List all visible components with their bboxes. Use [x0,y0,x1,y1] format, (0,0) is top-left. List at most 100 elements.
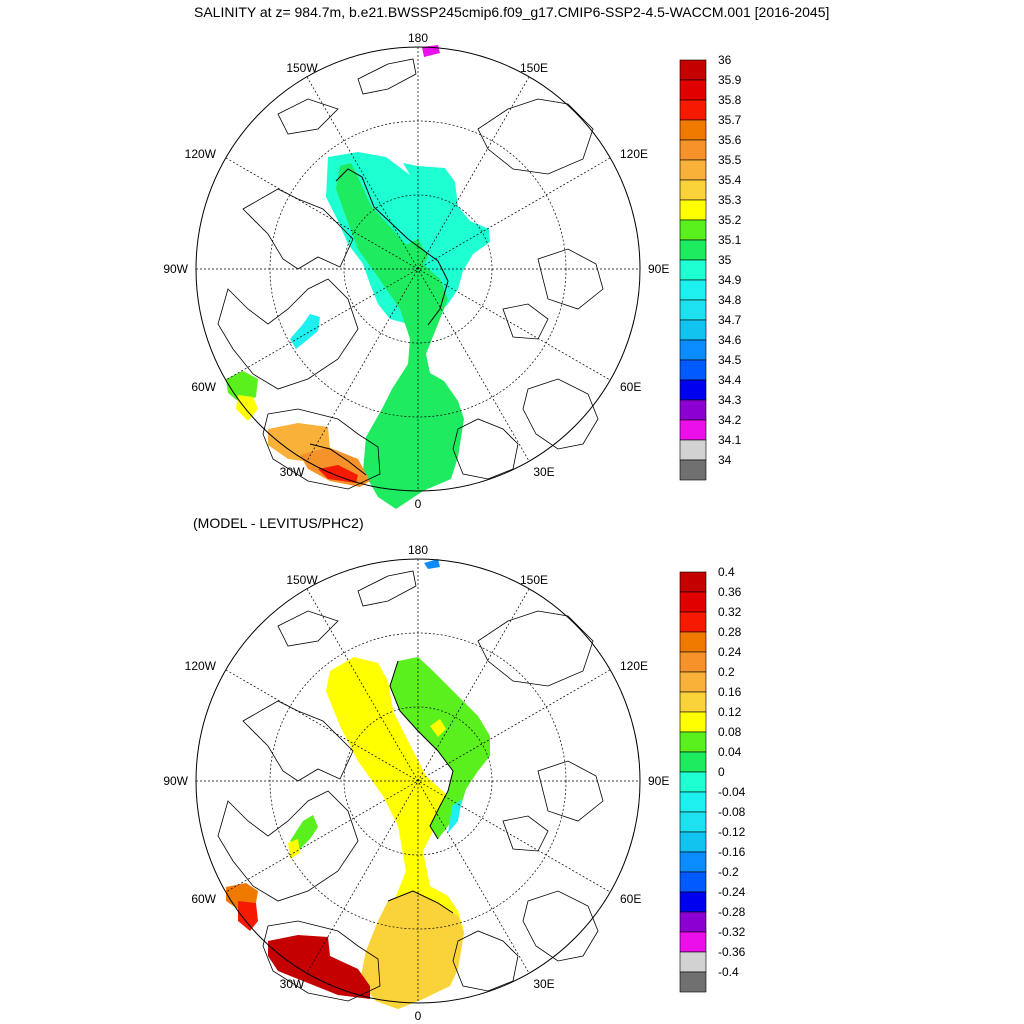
colorbar-tick-label: 0 [718,765,725,779]
lon-label-30e: 30E [533,465,554,479]
difference-field-negative [448,799,462,833]
difference-field-0.16 [360,891,464,1009]
graticule [196,47,640,491]
colorbar-swatch [679,359,707,381]
colorbar-tick-label: 36 [718,53,732,67]
colorbar-swatch [679,199,707,221]
colorbar-swatch [679,279,707,301]
lon-label-150w: 150W [286,573,318,587]
salinity-field-35.3 [236,395,258,421]
salinity-field-34.9 [326,152,490,324]
colorbar-tick-label: 0.36 [718,585,742,599]
colorbar-swatch [679,631,707,653]
lon-label-150w: 150W [286,61,318,75]
map-boundary-lower [195,558,641,1004]
salinity-colorbar: 36 35.9 35.8 35.7 35.6 35.5 35.4 35.3 35.2 35.1 35… [679,53,742,481]
contour-35-north [335,168,449,326]
colorbar-tick-label: -0.28 [718,905,746,919]
colorbar-swatch [679,239,707,261]
colorbar-tick-label: -0.24 [718,885,746,899]
colorbar-swatch [679,951,707,973]
colorbar-swatch [679,59,707,81]
contour-35-south [309,443,367,476]
colorbar-swatch [679,419,707,441]
colorbar-tick-label: 0.04 [718,745,742,759]
colorbar-tick-label: -0.2 [718,865,739,879]
colorbar-swatch [679,139,707,161]
coastlines [217,58,604,490]
lon-label-90w: 90W [163,774,188,788]
colorbar-swatch [679,771,707,793]
colorbar-tick-label: 34.3 [718,393,742,407]
colorbar-tick-label: 0.08 [718,725,742,739]
difference-field-0.12-spot [430,719,446,737]
graticule-lower [196,559,640,1003]
difference-field-0.04 [390,657,490,839]
colorbar-tick-label: 34.8 [718,293,742,307]
colorbar-tick-label: 35.1 [718,233,742,247]
colorbar-tick-label: 34 [718,453,732,467]
colorbar-tick-label: 35.8 [718,93,742,107]
colorbar-swatch [679,611,707,633]
colorbar-swatch [679,319,707,341]
colorbar-swatch [679,459,707,481]
colorbar-swatch [679,711,707,733]
colorbar-swatch [679,119,707,141]
difference-map: 180 150E 120E 90E 60E 30E 0 30W 60W 90W … [163,543,669,1022]
colorbar-tick-label: -0.08 [718,805,746,819]
salinity-field-35.8 [318,465,358,483]
colorbar-tick-label: 34.4 [718,373,742,387]
colorbar-tick-label: 34.1 [718,433,742,447]
colorbar-swatch [679,179,707,201]
map-boundary [195,46,641,492]
colorbar-tick-label: 0.2 [718,665,735,679]
colorbar-tick-label: 35 [718,253,732,267]
lon-label-90e: 90E [648,262,669,276]
colorbar-tick-label: 34.6 [718,333,742,347]
colorbar-tick-label: 35.2 [718,213,742,227]
coastlines-lower [217,570,604,1002]
colorbar-tick-label: 0.32 [718,605,742,619]
colorbar-swatch [679,871,707,893]
colorbar-swatch [679,339,707,361]
colorbar-swatch [679,731,707,753]
figure-subtitle: (MODEL - LEVITUS/PHC2) [193,515,364,531]
colorbar-swatch [679,811,707,833]
difference-field-0.32 [238,901,258,931]
colorbar-swatch [679,591,707,613]
colorbar-swatch [679,439,707,461]
difference-field-0.4 [268,935,370,999]
colorbar-tick-label: -0.16 [718,845,746,859]
colorbar-tick-label: -0.12 [718,825,746,839]
colorbar-swatch [679,219,707,241]
colorbar-tick-label: 0.28 [718,625,742,639]
colorbar-tick-label: -0.32 [718,925,746,939]
colorbar-swatch [679,891,707,913]
colorbar-tick-label: 35.6 [718,133,742,147]
lon-label-120e: 120E [620,147,648,161]
contour-0.12 [387,890,454,914]
lon-label-150e: 150E [520,573,548,587]
colorbar-tick-label: 35.4 [718,173,742,187]
colorbar-tick-label: -0.36 [718,945,746,959]
colorbar-swatch [679,159,707,181]
difference-colorbar: 0.4 0.36 0.32 0.28 0.24 0.2 0.16 0.12 0.08 0.04 0 -… [679,565,746,993]
salinity-field-34.9-north [290,314,320,349]
colorbar-tick-label: 35.7 [718,113,742,127]
lon-label-120w: 120W [185,147,217,161]
lon-label-60w: 60W [191,892,216,906]
lon-label-60w: 60W [191,380,216,394]
colorbar-tick-label: 35.3 [718,193,742,207]
lon-label-30w: 30W [280,977,305,991]
colorbar-tick-label: 34.5 [718,353,742,367]
lon-label-60e: 60E [620,380,641,394]
colorbar-swatch [679,851,707,873]
colorbar-tick-label: -0.04 [718,785,746,799]
colorbar-swatch [679,571,707,593]
colorbar-swatch [679,671,707,693]
colorbar-tick-label: 34.9 [718,273,742,287]
lon-label-180: 180 [408,31,428,45]
colorbar-tick-label: 34.7 [718,313,742,327]
colorbar-swatch [679,791,707,813]
salinity-field-35.2 [226,371,258,403]
